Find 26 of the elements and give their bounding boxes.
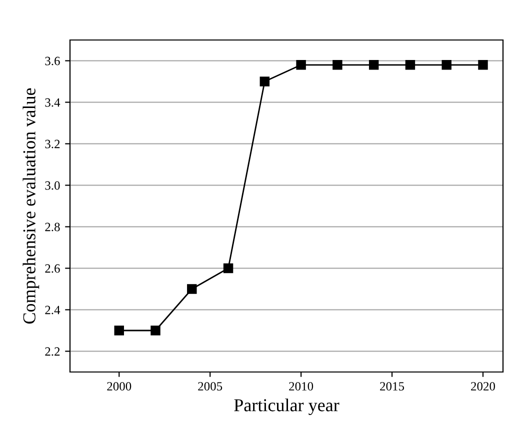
point — [368, 60, 379, 70]
point — [332, 60, 342, 70]
x-tick-label: 2005 — [198, 382, 222, 391]
y-axis-title: Comprehensive evaluation value — [22, 88, 40, 324]
y-tick-label: 2.8 — [45, 222, 60, 232]
point — [478, 60, 488, 70]
y-tick-label: 2.6 — [45, 264, 60, 273]
point — [442, 60, 452, 70]
y-tick-label: 3.0 — [45, 181, 60, 190]
point — [187, 284, 197, 294]
point — [150, 326, 160, 336]
x-tick-label: 2020 — [471, 382, 496, 391]
point — [223, 263, 234, 274]
y-tick-label: 3.4 — [45, 98, 60, 107]
y-tick-label: 3.6 — [45, 56, 60, 66]
x-tick-label: 2000 — [107, 382, 132, 391]
point — [114, 326, 124, 336]
x-axis-title: Particular year — [234, 398, 340, 416]
point — [296, 60, 306, 70]
y-tick-label: 2.2 — [45, 347, 60, 356]
y-tick-label: 3.2 — [45, 140, 60, 148]
x-tick-label: 2010 — [289, 382, 314, 391]
point — [260, 76, 270, 86]
y-tick-label: 2.4 — [45, 306, 60, 314]
point — [405, 60, 416, 70]
x-tick-label: 2015 — [380, 382, 404, 391]
